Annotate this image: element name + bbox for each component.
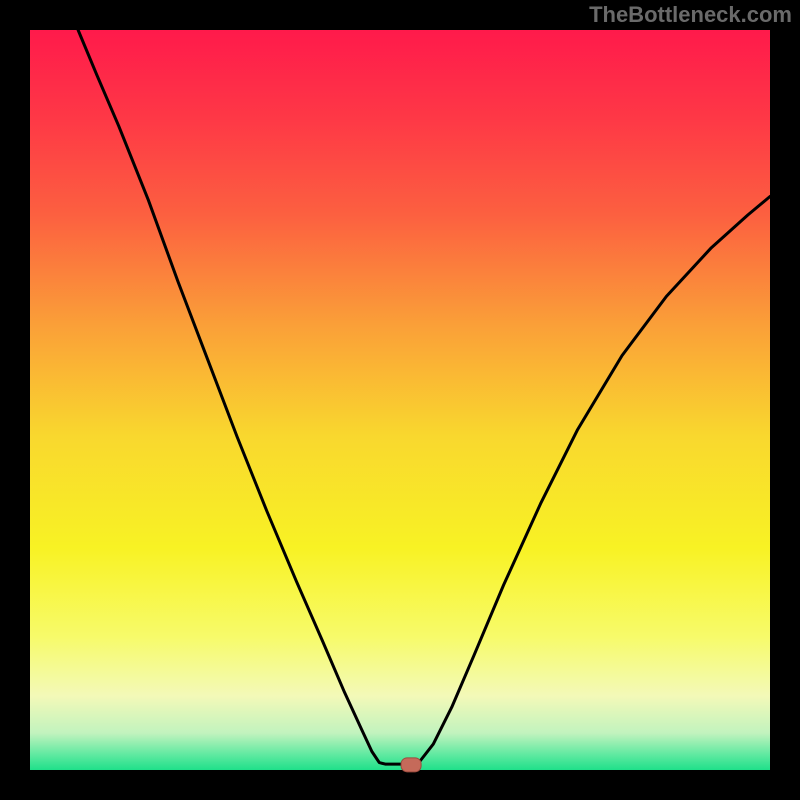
watermark-text: TheBottleneck.com bbox=[589, 2, 792, 28]
optimal-point-marker bbox=[401, 758, 421, 772]
bottleneck-chart bbox=[0, 0, 800, 800]
chart-container: TheBottleneck.com bbox=[0, 0, 800, 800]
chart-background bbox=[30, 30, 770, 770]
